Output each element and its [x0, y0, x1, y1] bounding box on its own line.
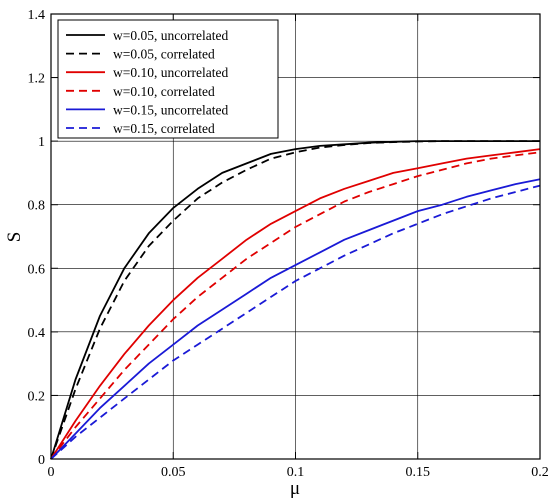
series-line-2	[50, 140, 540, 460]
y-tick-label: 1.2	[28, 72, 46, 87]
x-tick-label: 0.15	[406, 465, 431, 480]
series-line-6	[50, 184, 541, 460]
ticks	[50, 13, 541, 460]
y-tick-label: 0.2	[28, 389, 46, 404]
legend-label: w=0.10, uncorrelated	[113, 65, 228, 80]
x-axis-label: μ	[290, 478, 300, 499]
y-tick-label: 0.6	[28, 262, 46, 277]
y-axis-label: S	[4, 232, 25, 243]
series-line-4	[50, 151, 541, 460]
series-line-5	[50, 178, 541, 460]
legend-label: w=0.15, correlated	[113, 121, 215, 136]
y-tick-label: 0.4	[28, 326, 46, 341]
tick-labels: 0 0.05 0.1 0.15 0.2 0 0.2 0.4 0.6 0.8 1 1.2 1.4	[28, 8, 549, 480]
y-tick-label: 0	[38, 453, 45, 468]
legend-box	[57, 19, 279, 139]
legend-label: w=0.15, uncorrelated	[113, 102, 228, 117]
series-layer	[50, 140, 541, 460]
legend-label: w=0.05, correlated	[113, 47, 215, 62]
x-tick-label: 0.1	[287, 465, 305, 480]
y-tick-label: 1.4	[28, 8, 46, 23]
x-tick-label: 0.05	[161, 465, 186, 480]
y-tick-label: 0.8	[28, 199, 46, 214]
y-tick-label: 1	[38, 135, 45, 150]
x-tick-label: 0.2	[531, 465, 549, 480]
x-tick-label: 0	[48, 465, 55, 480]
legend-label: w=0.10, correlated	[113, 84, 215, 99]
legend: w=0.05, uncorrelated w=0.05, correlated w=…	[57, 19, 279, 139]
legend-label: w=0.05, uncorrelated	[113, 28, 228, 43]
series-line-3	[50, 148, 541, 460]
